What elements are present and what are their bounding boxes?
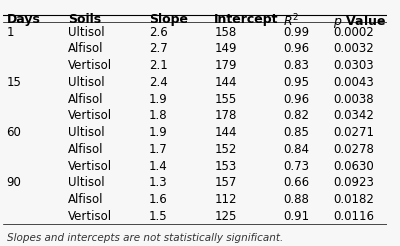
Text: 0.84: 0.84 [283,143,309,156]
Text: 1.8: 1.8 [149,109,168,123]
Text: 0.88: 0.88 [283,193,309,206]
Text: Vertisol: Vertisol [68,210,112,223]
Text: 144: 144 [214,126,237,139]
Text: 0.0182: 0.0182 [333,193,374,206]
Text: 0.0271: 0.0271 [333,126,374,139]
Text: Slopes and intercepts are not statistically significant.: Slopes and intercepts are not statistica… [7,233,283,244]
Text: 179: 179 [214,59,237,72]
Text: 1.9: 1.9 [149,126,168,139]
Text: Alfisol: Alfisol [68,193,104,206]
Text: 0.96: 0.96 [283,93,310,106]
Text: 178: 178 [214,109,236,123]
Text: Alfisol: Alfisol [68,143,104,156]
Text: 0.73: 0.73 [283,160,309,173]
Text: Alfisol: Alfisol [68,43,104,55]
Text: 1.4: 1.4 [149,160,168,173]
Text: 1.3: 1.3 [149,176,168,189]
Text: Days: Days [7,13,40,26]
Text: Ultisol: Ultisol [68,126,105,139]
Text: 0.0038: 0.0038 [333,93,374,106]
Text: 155: 155 [214,93,236,106]
Text: 60: 60 [7,126,22,139]
Text: 0.0303: 0.0303 [333,59,374,72]
Text: 0.0116: 0.0116 [333,210,374,223]
Text: 0.99: 0.99 [283,26,310,39]
Text: 0.0278: 0.0278 [333,143,374,156]
Text: 0.0630: 0.0630 [333,160,374,173]
Text: Vertisol: Vertisol [68,160,112,173]
Text: 2.1: 2.1 [149,59,168,72]
Text: 0.0002: 0.0002 [333,26,374,39]
Text: 15: 15 [7,76,22,89]
Text: 153: 153 [214,160,236,173]
Text: 0.0043: 0.0043 [333,76,374,89]
Text: 1.9: 1.9 [149,93,168,106]
Text: Ultisol: Ultisol [68,76,105,89]
Text: 1.6: 1.6 [149,193,168,206]
Text: 0.91: 0.91 [283,210,310,223]
Text: 158: 158 [214,26,236,39]
Text: 157: 157 [214,176,236,189]
Text: 0.0923: 0.0923 [333,176,374,189]
Text: 1: 1 [7,26,14,39]
Text: 2.7: 2.7 [149,43,168,55]
Text: 2.6: 2.6 [149,26,168,39]
Text: 0.96: 0.96 [283,43,310,55]
Text: 1.7: 1.7 [149,143,168,156]
Text: 0.82: 0.82 [283,109,309,123]
Text: 152: 152 [214,143,236,156]
Text: 144: 144 [214,76,237,89]
Text: Vertisol: Vertisol [68,109,112,123]
Text: 2.4: 2.4 [149,76,168,89]
Text: 0.83: 0.83 [283,59,309,72]
Text: Soils: Soils [68,13,101,26]
Text: 0.0342: 0.0342 [333,109,374,123]
Text: 1.5: 1.5 [149,210,168,223]
Text: 149: 149 [214,43,237,55]
Text: Intercept: Intercept [214,13,279,26]
Text: 125: 125 [214,210,236,223]
Text: 0.66: 0.66 [283,176,310,189]
Text: $R^2$: $R^2$ [283,13,300,30]
Text: 112: 112 [214,193,237,206]
Text: 90: 90 [7,176,22,189]
Text: Ultisol: Ultisol [68,26,105,39]
Text: Ultisol: Ultisol [68,176,105,189]
Text: Slope: Slope [149,13,188,26]
Text: 0.85: 0.85 [283,126,309,139]
Text: 0.95: 0.95 [283,76,309,89]
Text: $p$ Value: $p$ Value [333,13,387,30]
Text: Vertisol: Vertisol [68,59,112,72]
Text: Alfisol: Alfisol [68,93,104,106]
Text: 0.0032: 0.0032 [333,43,374,55]
